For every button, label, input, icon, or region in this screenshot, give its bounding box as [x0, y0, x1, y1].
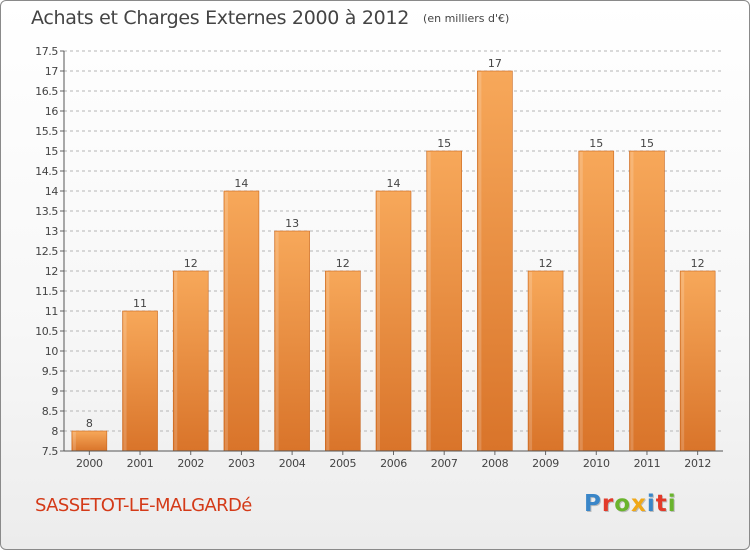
y-tick-label: 13.5	[35, 205, 58, 218]
bar-highlight	[72, 432, 76, 451]
bar-2001	[122, 310, 158, 452]
y-tick-label: 8	[51, 425, 58, 438]
bar-2012	[679, 270, 716, 452]
y-tick-label: 11.5	[35, 285, 58, 298]
y-tick-label: 17.5	[35, 45, 58, 58]
bar-2004	[274, 230, 310, 452]
bar-highlight	[681, 272, 685, 451]
commune-name: SASSETOT-LE-MALGARDé	[35, 495, 252, 516]
data-label-2009: 12	[539, 257, 553, 270]
data-labels: 8 11 12 14 13 12 14 15 17 12 15 15 12	[86, 57, 705, 430]
bar-highlight	[275, 232, 279, 451]
x-tick-label-2002: 2002	[177, 457, 204, 470]
y-tick-label: 16	[45, 105, 59, 118]
bar-highlight	[630, 152, 634, 451]
x-tick-label-2003: 2003	[228, 457, 255, 470]
x-tick-label-2007: 2007	[431, 457, 458, 470]
logo-letter: P	[584, 491, 602, 517]
y-tick-label: 7.5	[42, 445, 59, 458]
y-axis: 7.5 8 8.5 9 9.5 10 10.5 11 11.5 12 12.5 13 13.5 14 14.…	[35, 45, 65, 458]
logo-letter: x	[631, 491, 647, 517]
y-tick-label: 15	[45, 145, 59, 158]
data-label-2011: 15	[640, 137, 654, 150]
y-tick-label: 15.5	[35, 125, 58, 138]
bar-highlight	[478, 72, 482, 451]
x-tick-label-2005: 2005	[329, 457, 356, 470]
data-label-2007: 15	[437, 137, 451, 150]
data-label-2006: 14	[387, 177, 401, 190]
logo-letter: i	[646, 491, 656, 517]
chart-unit-label: (en milliers d'€)	[423, 12, 510, 25]
y-tick-label: 8.5	[42, 405, 59, 418]
y-tick-label: 10.5	[35, 325, 58, 338]
x-tick-label-2012: 2012	[684, 457, 711, 470]
logo-letter: r	[601, 491, 615, 517]
bar-2005	[325, 270, 361, 452]
x-tick-label-2004: 2004	[279, 457, 306, 470]
x-tick-label-2011: 2011	[634, 457, 661, 470]
y-tick-label: 13	[45, 225, 59, 238]
x-tick-label-2009: 2009	[532, 457, 559, 470]
y-tick-label: 11	[45, 305, 58, 318]
bars	[71, 70, 716, 452]
chart-title: Achats et Charges Externes 2000 à 2012	[31, 7, 410, 29]
bar-2008	[477, 70, 513, 452]
data-label-2002: 12	[184, 257, 198, 270]
bar-highlight	[529, 272, 533, 451]
y-tick-label: 14	[45, 185, 59, 198]
y-tick-label: 10	[45, 345, 59, 358]
data-label-2005: 12	[336, 257, 350, 270]
bar-highlight	[377, 192, 381, 451]
bar-highlight	[326, 272, 330, 451]
y-tick-label: 12.5	[35, 245, 58, 258]
logo-letter: i	[667, 491, 677, 517]
x-axis: 2000 2001 2002 2003 2004 2005 2006 2007 2008 2009…	[64, 450, 723, 470]
data-label-2000: 8	[86, 417, 93, 430]
bar-2011	[629, 150, 665, 452]
y-tick-label: 9	[51, 385, 58, 398]
bar-2002	[172, 270, 209, 452]
data-label-2012: 12	[691, 257, 705, 270]
y-tick-label: 16.5	[35, 85, 58, 98]
x-tick-label-2000: 2000	[76, 457, 103, 470]
bar-highlight	[174, 272, 178, 451]
bar-highlight	[224, 192, 228, 451]
x-tick-label-2001: 2001	[127, 457, 154, 470]
bar-2007	[426, 150, 462, 452]
data-label-2004: 13	[285, 217, 299, 230]
data-label-2003: 14	[234, 177, 248, 190]
y-tick-label: 17	[45, 65, 59, 78]
bar-highlight	[579, 152, 583, 451]
bar-2000	[71, 430, 108, 452]
bar-2006	[375, 190, 412, 452]
x-tick-label-2008: 2008	[481, 457, 508, 470]
bar-2009	[527, 270, 564, 452]
bar-2010	[578, 150, 615, 452]
y-tick-label: 14.5	[35, 165, 58, 178]
data-label-2001: 11	[133, 297, 147, 310]
y-tick-label: 9.5	[42, 365, 59, 378]
x-tick-label-2006: 2006	[380, 457, 407, 470]
y-tick-label: 12	[45, 265, 58, 278]
proxiti-logo: Proxiti	[584, 491, 677, 517]
logo-letter: t	[655, 491, 668, 517]
x-tick-label-2010: 2010	[583, 457, 610, 470]
logo-letter: o	[614, 491, 632, 517]
bar-2003	[223, 190, 260, 452]
bar-highlight	[123, 312, 127, 451]
chart-title-block: Achats et Charges Externes 2000 à 2012 (e…	[31, 7, 509, 29]
data-label-2008: 17	[488, 57, 502, 70]
data-label-2010: 15	[589, 137, 603, 150]
bar-highlight	[427, 152, 431, 451]
